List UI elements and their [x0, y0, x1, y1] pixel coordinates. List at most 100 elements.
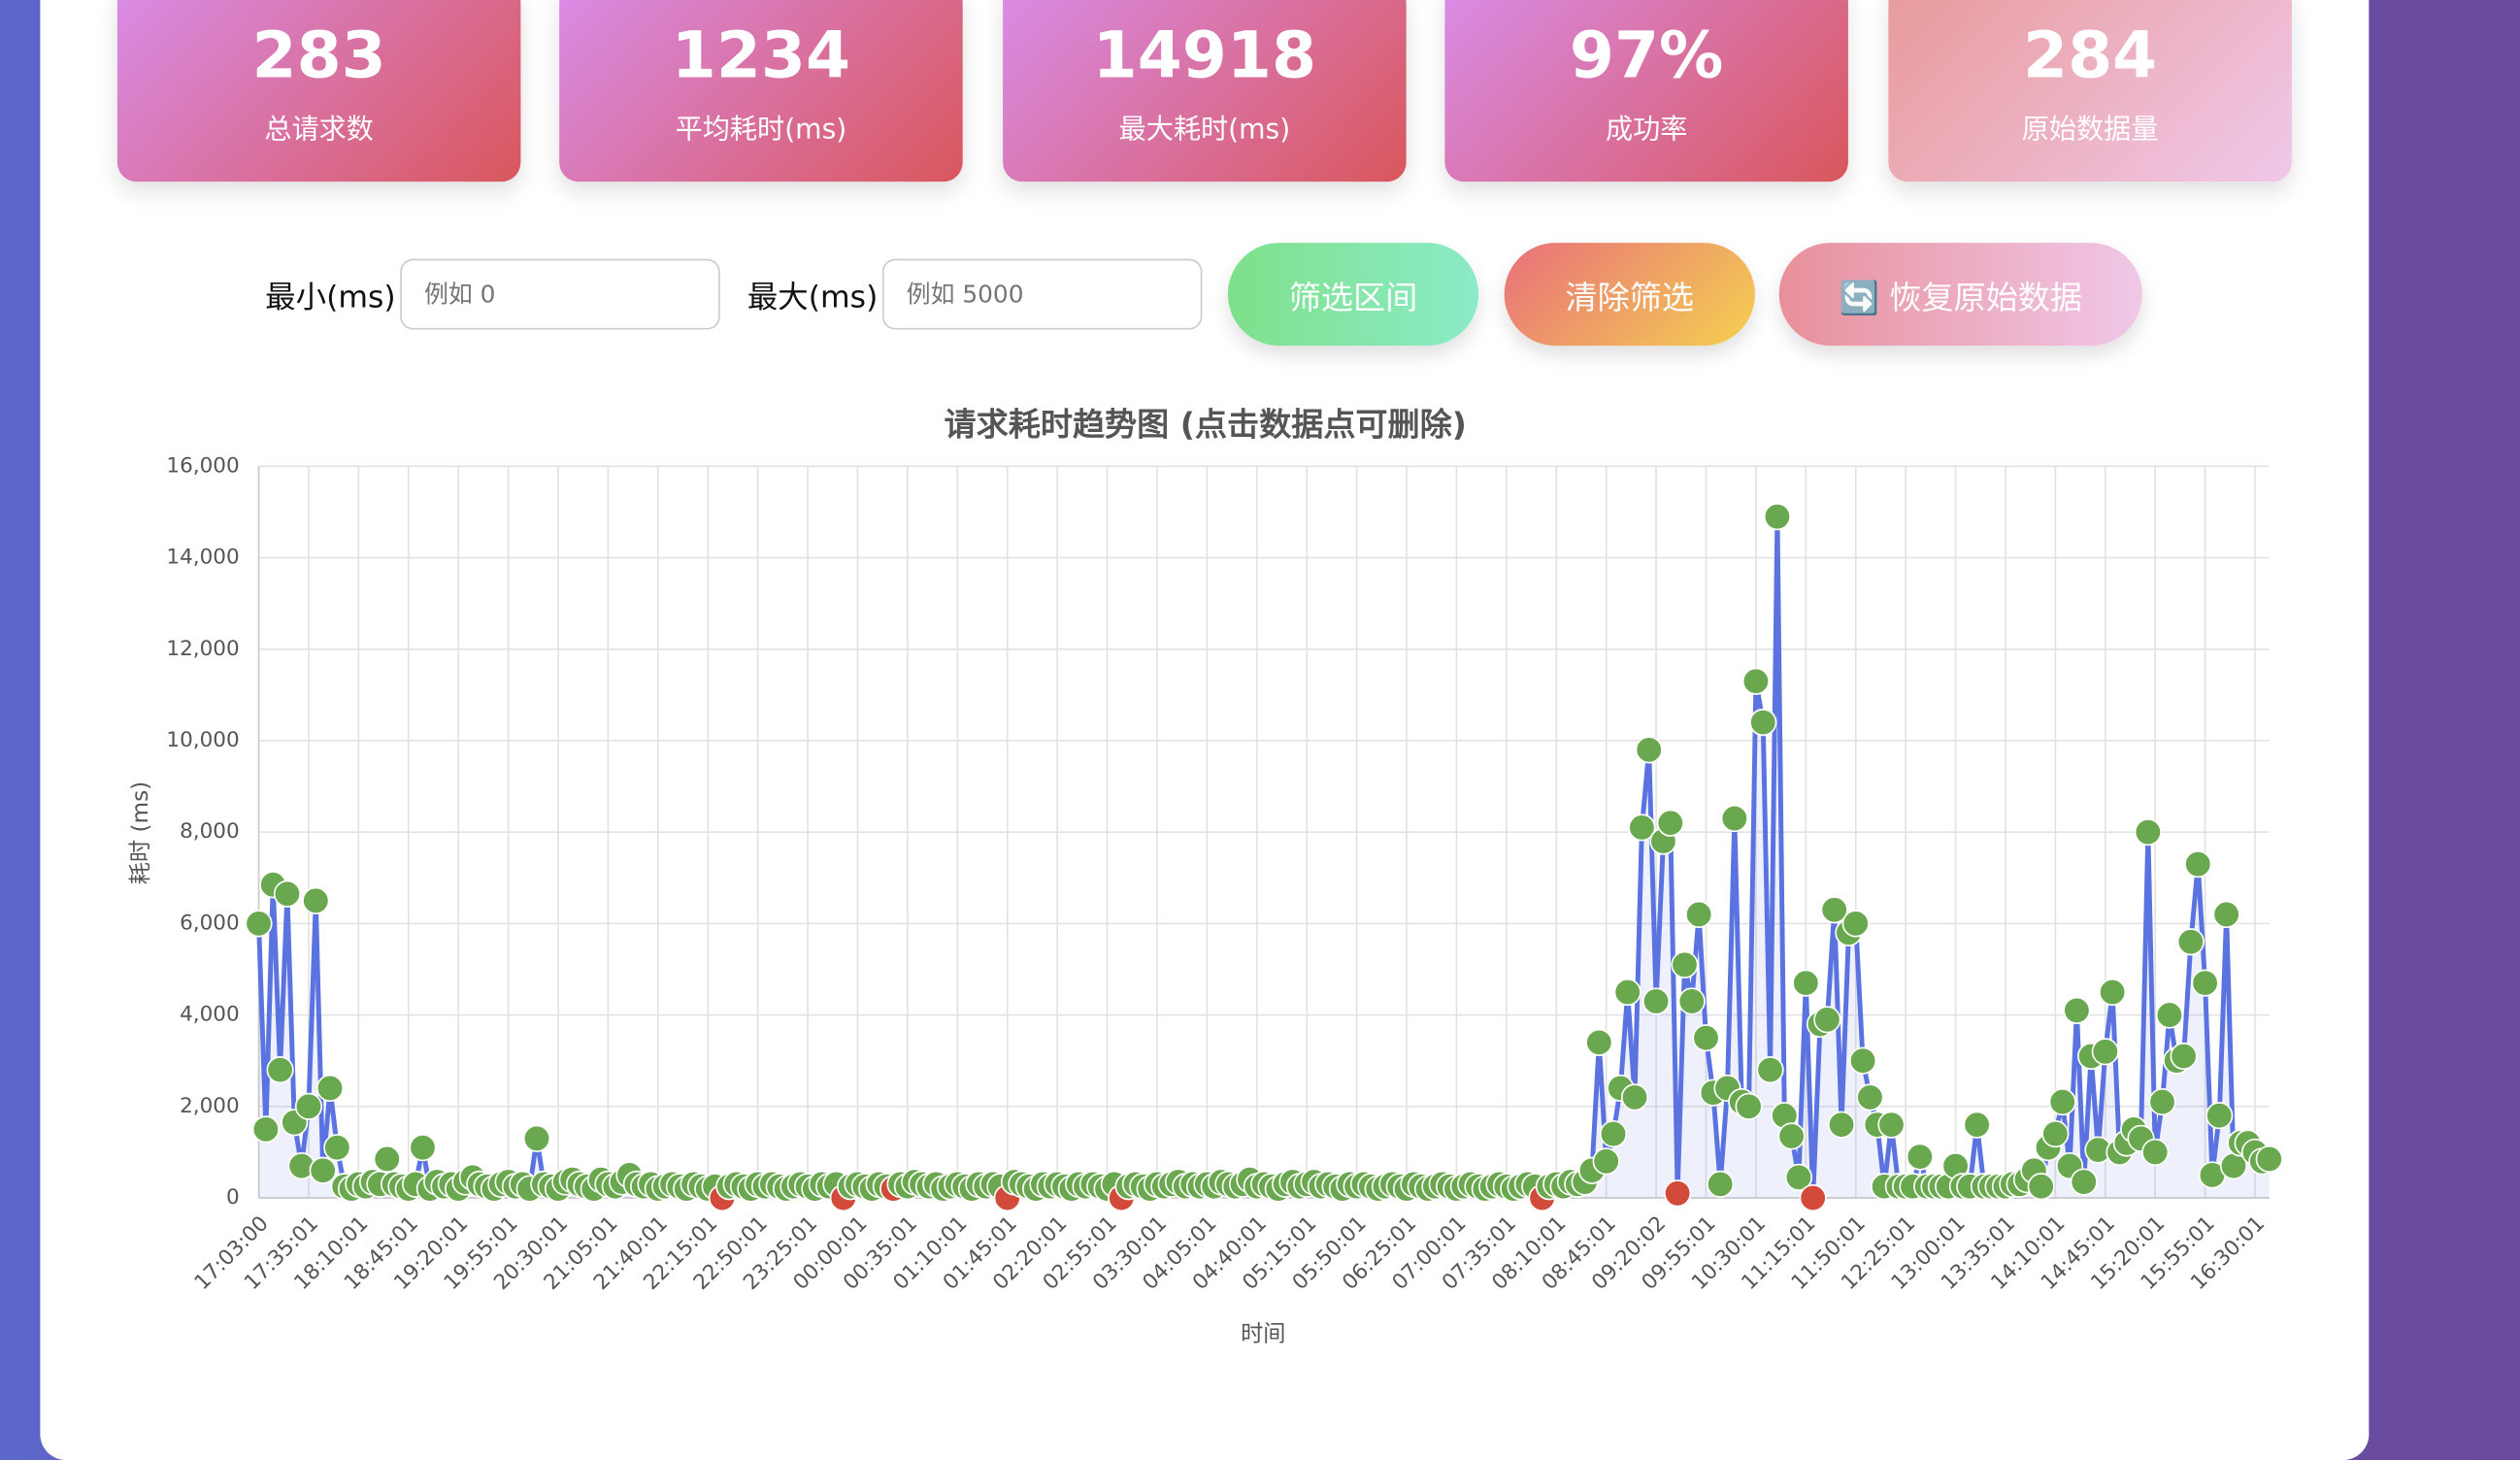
data-point[interactable] [302, 886, 330, 914]
data-point[interactable] [2255, 1145, 2283, 1174]
data-point[interactable] [1613, 978, 1641, 1007]
data-point[interactable] [1685, 900, 1713, 929]
restore-button[interactable]: 🔄 恢复原始数据 [1778, 243, 2142, 347]
stat-value: 283 [251, 18, 386, 94]
data-point[interactable] [2134, 818, 2162, 846]
data-point[interactable] [522, 1124, 551, 1152]
data-point[interactable] [1749, 709, 1777, 737]
data-point[interactable] [2212, 900, 2240, 929]
data-point[interactable] [245, 910, 273, 938]
data-point[interactable] [2027, 1173, 2055, 1201]
stat-label: 平均耗时(ms) [675, 114, 847, 147]
y-tick-label: 6,000 [180, 911, 240, 935]
data-point[interactable] [2170, 1042, 2198, 1071]
data-point[interactable] [273, 879, 302, 908]
data-point[interactable] [251, 1115, 280, 1144]
data-point[interactable] [1841, 910, 1870, 938]
data-point[interactable] [2070, 1168, 2098, 1196]
stat-value: 97% [1569, 18, 1724, 94]
data-point[interactable] [1856, 1083, 1884, 1112]
data-point[interactable] [1906, 1143, 1934, 1171]
data-point[interactable] [1592, 1147, 1620, 1176]
data-point[interactable] [1963, 1111, 1991, 1139]
min-input[interactable] [400, 258, 720, 330]
stat-label: 成功率 [1605, 114, 1688, 147]
stat-value: 1234 [671, 18, 851, 94]
data-point[interactable] [1820, 896, 1848, 924]
stat-card: 284 原始数据量 [1888, 0, 2292, 182]
y-tick-label: 4,000 [180, 1003, 240, 1027]
data-point[interactable] [373, 1145, 401, 1174]
data-point[interactable] [1792, 969, 1820, 997]
y-tick-label: 12,000 [166, 637, 239, 661]
stat-value: 14918 [1092, 18, 1317, 94]
data-point[interactable] [1599, 1119, 1628, 1148]
data-point[interactable] [1671, 950, 1699, 979]
stat-card: 283 总请求数 [116, 0, 521, 182]
data-point[interactable] [2041, 1119, 2070, 1148]
data-point[interactable] [266, 1056, 294, 1084]
data-point[interactable] [2141, 1138, 2170, 1166]
data-point[interactable] [2191, 969, 2219, 997]
data-point[interactable] [2176, 928, 2205, 956]
data-point[interactable] [1692, 1024, 1720, 1052]
y-tick-label: 8,000 [180, 819, 240, 844]
data-point[interactable] [315, 1074, 345, 1103]
data-point[interactable] [2099, 978, 2127, 1007]
data-point[interactable] [2184, 850, 2212, 879]
y-axis-label: 耗时 (ms) [127, 781, 153, 884]
data-point[interactable] [1784, 1163, 1813, 1191]
data-point[interactable] [1677, 987, 1706, 1015]
data-point[interactable] [2155, 1001, 2183, 1029]
data-point[interactable] [409, 1134, 437, 1162]
data-point[interactable] [1620, 1083, 1649, 1112]
data-point[interactable] [1656, 809, 1684, 837]
data-point[interactable] [1813, 1006, 1841, 1034]
data-point[interactable] [2048, 1088, 2076, 1116]
data-point[interactable] [1707, 1170, 1735, 1198]
data-point[interactable] [1827, 1111, 1856, 1139]
data-point[interactable] [323, 1134, 351, 1162]
y-tick-label: 0 [226, 1185, 240, 1210]
data-point[interactable] [1756, 1056, 1784, 1084]
data-point[interactable] [294, 1092, 323, 1120]
y-tick-label: 14,000 [166, 546, 239, 570]
data-point[interactable] [1877, 1111, 1906, 1139]
data-point[interactable] [2148, 1088, 2176, 1116]
data-point[interactable] [2091, 1038, 2119, 1066]
y-tick-label: 16,000 [166, 453, 239, 478]
stat-label: 最大耗时(ms) [1118, 114, 1291, 147]
filter-button[interactable]: 筛选区间 [1227, 243, 1479, 347]
data-point[interactable] [1848, 1046, 1877, 1075]
stat-card: 14918 最大耗时(ms) [1003, 0, 1407, 182]
clear-button[interactable]: 清除筛选 [1504, 243, 1755, 347]
stat-value: 284 [2022, 18, 2158, 94]
stat-label: 总请求数 [264, 114, 374, 147]
data-point[interactable] [1735, 1092, 1763, 1120]
data-point[interactable] [1628, 813, 1656, 842]
min-label: 最小(ms) [265, 280, 396, 315]
max-input[interactable] [881, 258, 1203, 330]
data-point[interactable] [1642, 987, 1671, 1015]
data-point[interactable] [309, 1156, 337, 1184]
y-tick-label: 2,000 [180, 1094, 240, 1118]
data-point[interactable] [2205, 1102, 2234, 1130]
data-point[interactable] [2063, 996, 2091, 1024]
data-point[interactable] [1585, 1028, 1613, 1056]
error-point[interactable] [1664, 1179, 1692, 1208]
data-point[interactable] [1720, 804, 1748, 833]
stat-label: 原始数据量 [2021, 114, 2159, 147]
max-label: 最大(ms) [746, 280, 879, 315]
data-point[interactable] [1777, 1122, 1806, 1150]
error-point[interactable] [1799, 1183, 1827, 1212]
data-point[interactable] [1635, 736, 1663, 764]
x-axis-label: 时间 [1241, 1320, 1285, 1346]
line [256, 514, 2271, 1201]
data-point[interactable] [1763, 503, 1792, 531]
y-tick-label: 10,000 [166, 728, 239, 752]
data-point[interactable] [1741, 667, 1770, 695]
chart-title: 请求耗时趋势图 (点击数据点可删除) [945, 405, 1467, 443]
